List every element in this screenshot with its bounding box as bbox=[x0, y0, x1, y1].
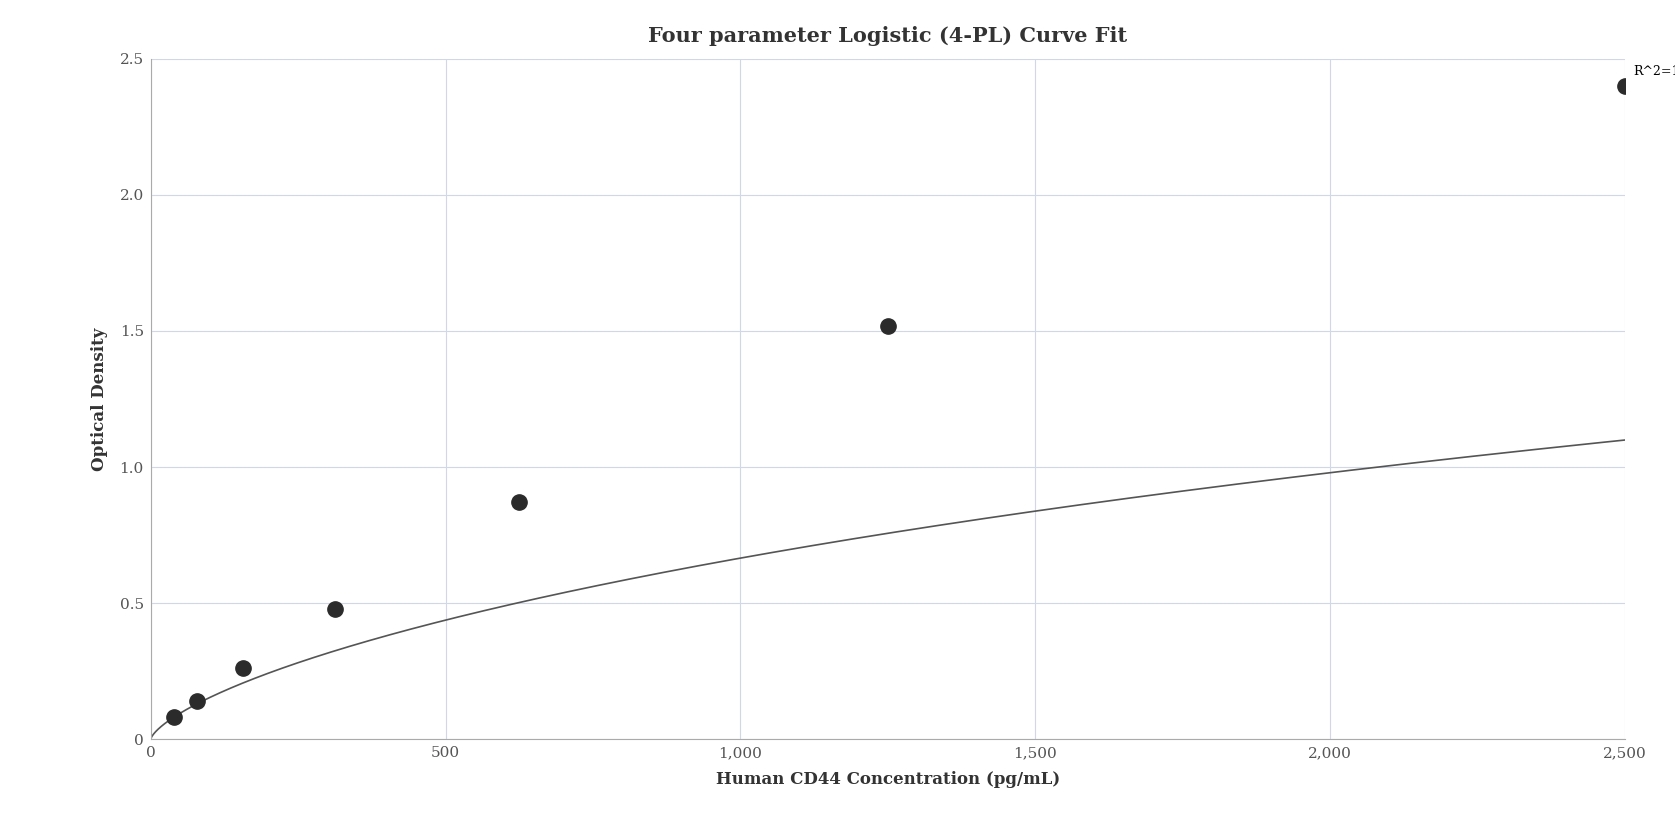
Point bbox=[322, 601, 348, 615]
Point bbox=[184, 695, 211, 708]
Point bbox=[874, 319, 901, 333]
Title: Four parameter Logistic (4-PL) Curve Fit: Four parameter Logistic (4-PL) Curve Fit bbox=[648, 26, 1127, 46]
Text: R^2=1: R^2=1 bbox=[1633, 65, 1675, 78]
Point bbox=[1611, 79, 1638, 92]
Y-axis label: Optical Density: Optical Density bbox=[92, 328, 109, 470]
Point bbox=[506, 496, 533, 509]
Point bbox=[229, 662, 256, 675]
Point bbox=[161, 711, 188, 724]
X-axis label: Human CD44 Concentration (pg/mL): Human CD44 Concentration (pg/mL) bbox=[715, 771, 1060, 788]
